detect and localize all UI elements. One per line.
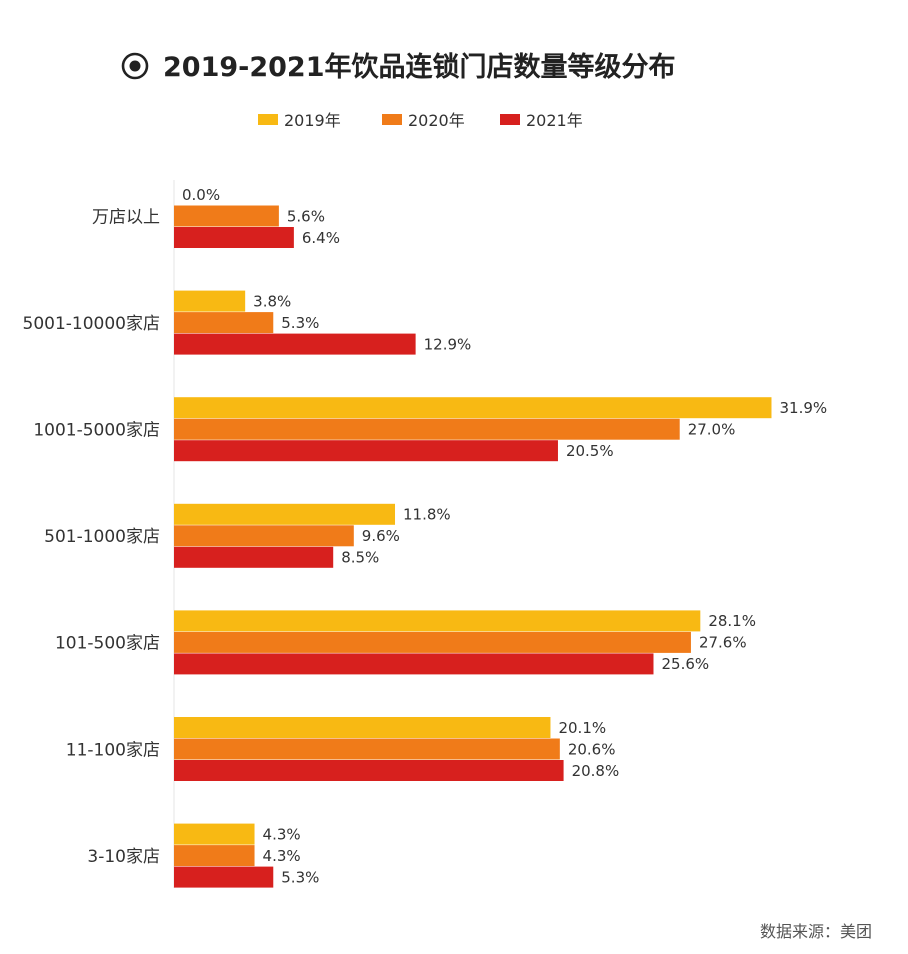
value-label: 20.1% bbox=[558, 719, 606, 737]
source-note: 数据来源：美团 bbox=[760, 922, 872, 941]
category-label: 11-100家店 bbox=[66, 740, 160, 760]
bar-3 bbox=[174, 653, 654, 675]
category-label: 101-500家店 bbox=[55, 634, 160, 654]
target-icon bbox=[121, 52, 149, 80]
legend-label-2: 2020年 bbox=[408, 111, 465, 130]
bars bbox=[174, 205, 772, 888]
value-label: 6.4% bbox=[302, 229, 340, 247]
value-label: 25.6% bbox=[661, 655, 709, 673]
bar-2 bbox=[174, 418, 680, 440]
value-label: 28.1% bbox=[708, 612, 756, 630]
bar-2 bbox=[174, 845, 255, 867]
category-label: 1001-5000家店 bbox=[33, 420, 160, 440]
value-label: 3.8% bbox=[253, 292, 291, 310]
legend: 2019年 2020年 2021年 bbox=[258, 111, 583, 130]
bar-3 bbox=[174, 546, 334, 568]
bar-3 bbox=[174, 760, 564, 781]
chart-title: 2019-2021年饮品连锁门店数量等级分布 bbox=[163, 51, 676, 83]
value-label: 20.5% bbox=[566, 442, 614, 460]
bar-1 bbox=[174, 397, 772, 419]
value-label: 4.3% bbox=[263, 847, 301, 865]
bar-2 bbox=[174, 631, 691, 653]
legend-swatch-2 bbox=[382, 114, 402, 125]
bar-3 bbox=[174, 227, 294, 248]
bar-1 bbox=[174, 290, 246, 312]
category-label: 5001-10000家店 bbox=[23, 314, 160, 334]
legend-label-3: 2021年 bbox=[526, 111, 583, 130]
bar-3 bbox=[174, 866, 274, 888]
bar-1 bbox=[174, 503, 396, 525]
category-label: 3-10家店 bbox=[87, 847, 160, 867]
bar-3 bbox=[174, 440, 558, 462]
bar-2 bbox=[174, 312, 274, 334]
legend-swatch-1 bbox=[258, 114, 278, 125]
value-label: 31.9% bbox=[779, 399, 827, 417]
bar-2 bbox=[174, 205, 279, 227]
value-label: 0.0% bbox=[182, 186, 220, 204]
value-label: 12.9% bbox=[424, 335, 472, 353]
value-label: 5.3% bbox=[281, 314, 319, 332]
bar-2 bbox=[174, 738, 560, 760]
value-label: 5.3% bbox=[281, 868, 319, 886]
category-label: 501-1000家店 bbox=[44, 527, 160, 547]
value-label: 27.0% bbox=[688, 420, 736, 438]
value-label: 8.5% bbox=[341, 549, 379, 567]
chart-title-group: 2019-2021年饮品连锁门店数量等级分布 bbox=[121, 51, 676, 83]
category-labels: 万店以上 5001-10000家店 1001-5000家店 501-1000家店 101… bbox=[23, 207, 160, 867]
value-labels: 0.0% 5.6% 6.4% 3.8% 5.3% 12.9% 31.9% 27.0% 20.5%… bbox=[182, 186, 827, 887]
bar-2 bbox=[174, 525, 354, 547]
value-label: 20.6% bbox=[568, 740, 616, 758]
value-label: 20.8% bbox=[572, 762, 620, 780]
value-label: 4.3% bbox=[263, 825, 301, 843]
category-label: 万店以上 bbox=[92, 207, 160, 227]
value-label: 27.6% bbox=[699, 634, 747, 652]
bar-1 bbox=[174, 717, 551, 738]
value-label: 9.6% bbox=[362, 527, 400, 545]
bar-1 bbox=[174, 823, 255, 845]
value-label: 11.8% bbox=[403, 506, 451, 524]
legend-label-1: 2019年 bbox=[284, 111, 341, 130]
legend-swatch-3 bbox=[500, 114, 520, 125]
bar-3 bbox=[174, 333, 416, 355]
bar-1 bbox=[174, 610, 701, 632]
value-label: 5.6% bbox=[287, 207, 325, 225]
